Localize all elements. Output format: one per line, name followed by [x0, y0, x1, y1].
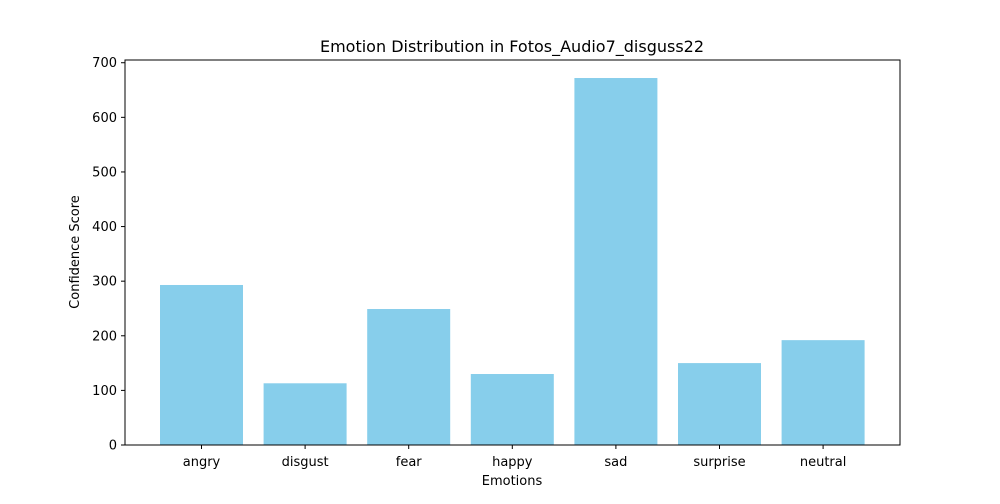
- y-axis-label: Confidence Score: [68, 195, 83, 309]
- y-tick-label-100: 100: [92, 384, 117, 399]
- x-tick-label-neutral: neutral: [800, 455, 847, 470]
- bar-happy: [470, 374, 554, 445]
- y-tick-label-700: 700: [92, 56, 117, 71]
- y-tick-label-300: 300: [92, 275, 117, 290]
- bar-fear: [367, 309, 451, 445]
- x-tick-label-fear: fear: [396, 455, 423, 470]
- y-axis-ticks: 0 100 200 300 400 500 600 700: [92, 56, 125, 454]
- y-tick-label-600: 600: [92, 111, 117, 126]
- y-tick-label-500: 500: [92, 165, 117, 180]
- x-tick-label-happy: happy: [492, 455, 533, 470]
- x-tick-label-sad: sad: [604, 455, 627, 470]
- y-tick-label-400: 400: [92, 220, 117, 235]
- bar-angry: [160, 284, 243, 445]
- bars-group: [160, 78, 865, 446]
- plot-area-frame: [124, 59, 901, 446]
- bar-disgust: [263, 383, 347, 445]
- y-tick-label-0: 0: [109, 439, 117, 454]
- x-tick-label-surprise: surprise: [693, 455, 745, 470]
- x-tick-label-disgust: disgust: [282, 455, 329, 470]
- bar-sad: [574, 78, 658, 446]
- x-axis-label: Emotions: [482, 474, 543, 489]
- y-tick-label-200: 200: [92, 329, 117, 344]
- bar-neutral: [781, 340, 865, 445]
- bar-surprise: [678, 363, 761, 445]
- x-axis-ticks: angry disgust fear happy sad surprise neutral: [183, 445, 847, 470]
- chart-title: Emotion Distribution in Fotos_Audio7_dis…: [320, 37, 704, 57]
- x-tick-label-angry: angry: [183, 455, 221, 470]
